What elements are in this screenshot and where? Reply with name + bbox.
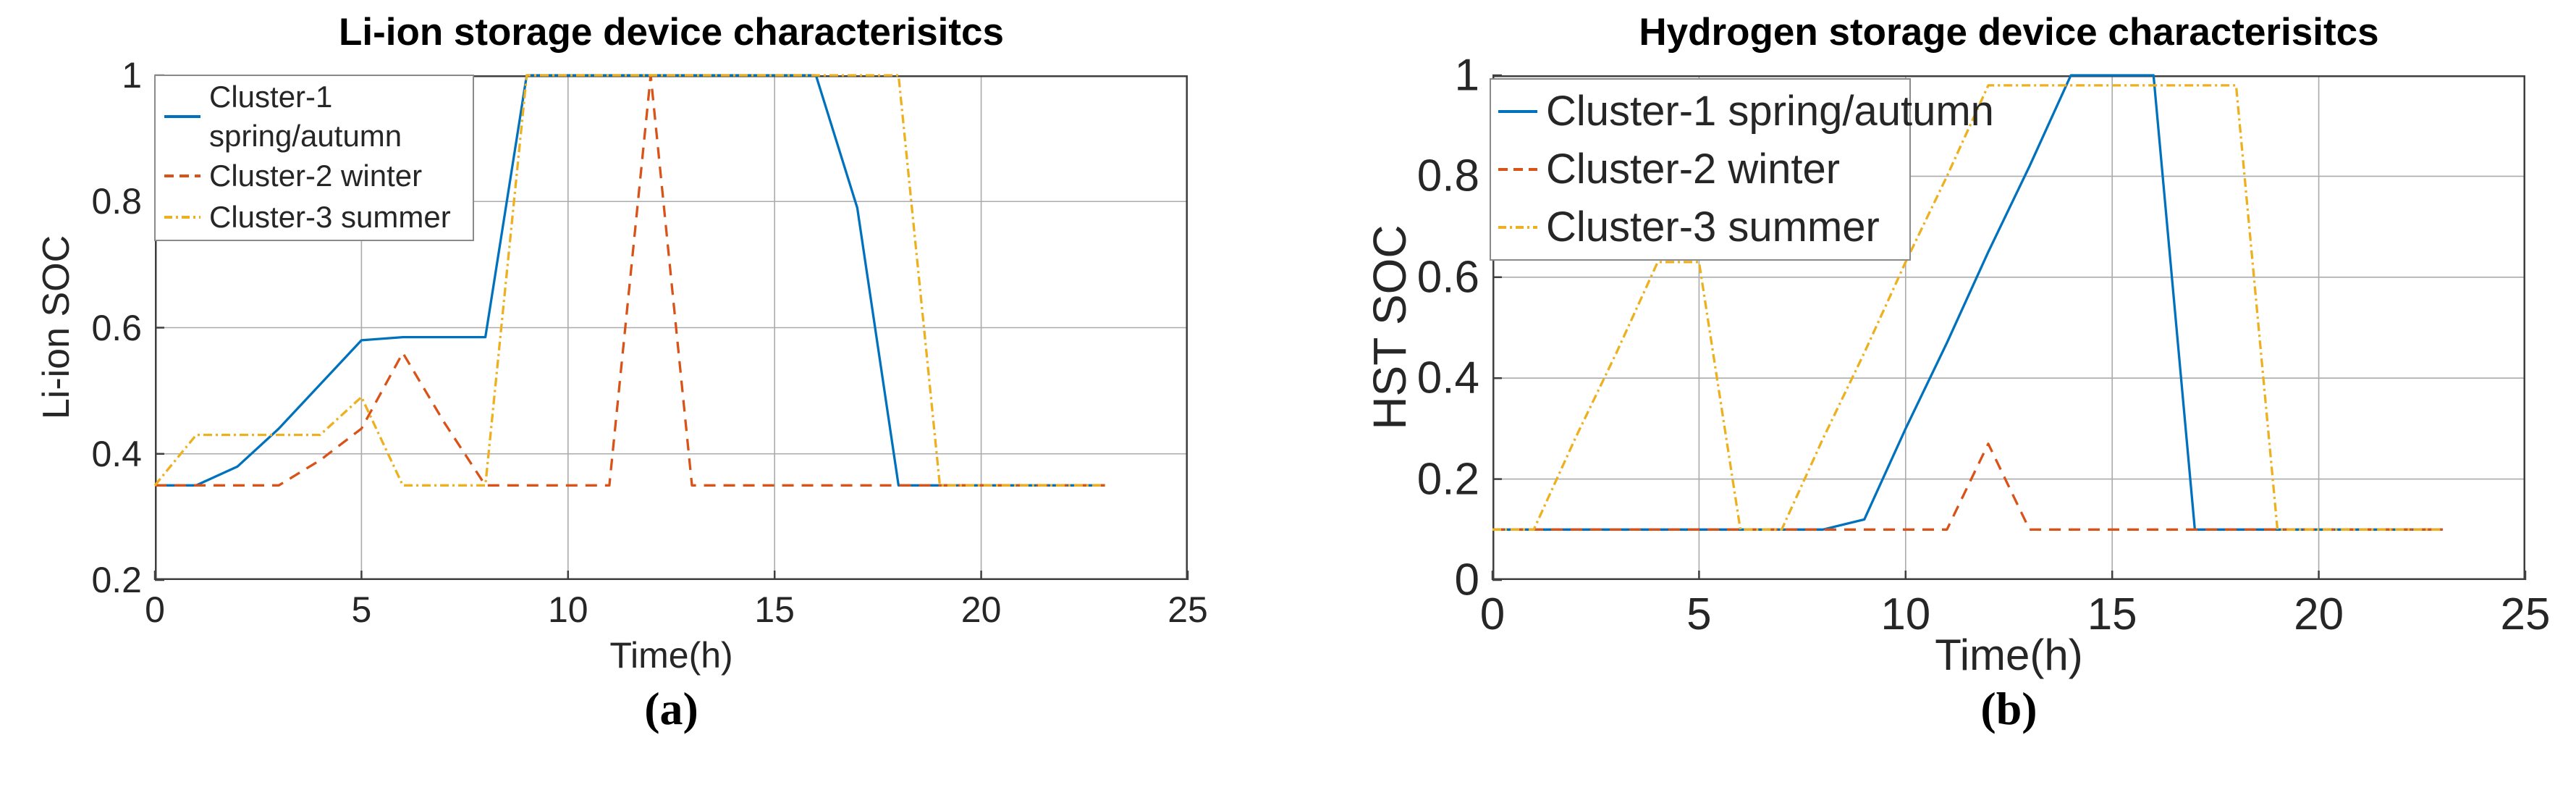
series-line-cluster-3-summer [1492,84,2443,531]
legend-label-cluster1-line2: spring/autumn [209,119,402,153]
x-tick-label-15: 15 [754,589,795,630]
y-tick-label-0.2: 0.2 [1416,454,1479,505]
legend-label-cluster2: Cluster-2 winter [1546,145,1841,193]
y-tick-label-1: 1 [1454,50,1479,101]
y-tick-label-1: 1 [122,55,142,96]
legend-swatch-cluster2-line [164,175,200,178]
subfigure-caption-b: (b) [1980,683,2037,734]
y-tick-label-0.4: 0.4 [1416,353,1479,403]
subfigure-caption-a: (a) [644,683,698,734]
x-tick-label-15: 15 [2087,589,2137,639]
legend-label-cluster3: Cluster-3 summer [209,200,451,235]
y-tick-label-0.2: 0.2 [91,560,142,600]
series-line-cluster-2-winter [1492,442,2443,531]
x-tick-label-0: 0 [1479,589,1506,639]
legend-item-cluster1: Cluster-1 spring/autumn [163,77,473,156]
y-tick-label-0: 0 [1454,555,1479,605]
legend-item-cluster2: Cluster-2 winter [1497,140,1909,198]
legend-swatch-cluster1-line [1498,110,1537,113]
x-tick-label-20: 20 [960,589,1002,630]
legend-swatch-cluster3-line [1498,226,1537,229]
plot-area-li-ion [153,74,1189,581]
legend-swatch-cluster1-line [164,115,200,118]
chart-title-hydrogen: Hydrogen storage device characterisitcs [1639,11,2379,54]
x-tick-label-5: 5 [1686,589,1712,639]
x-tick-label-25: 25 [1167,589,1208,630]
x-tick-label-10: 10 [547,589,588,630]
x-tick-label-0: 0 [145,589,165,630]
x-tick-label-20: 20 [2294,589,2344,639]
x-tick-label-5: 5 [351,589,372,630]
y-tick-label-0.6: 0.6 [91,307,142,348]
legend-item-cluster3: Cluster-3 summer [163,197,473,238]
legend-li-ion: Cluster-1 spring/autumn Cluster-2 winter… [154,75,474,241]
legend-item-cluster1: Cluster-1 spring/autumn [1497,83,1994,140]
chart-title-li-ion: Li-ion storage device characterisitcs [338,11,1005,54]
legend-swatch-cluster3-line [164,216,200,219]
legend-label-cluster2: Cluster-2 winter [209,159,423,193]
x-axis-label-time-a: Time(h) [609,635,733,676]
y-tick-label-0.8: 0.8 [1416,151,1479,201]
y-axis-label-hst-soc: HST SOC [1364,224,1416,430]
x-tick-label-25: 25 [2500,589,2551,639]
y-tick-label-0.6: 0.6 [1416,252,1479,303]
axes-box [1492,75,2525,580]
legend-label-cluster3: Cluster-3 summer [1546,203,1880,251]
legend-swatch-cluster2-line [1498,168,1537,171]
series-line-cluster-2-winter [155,74,1105,487]
legend-label-cluster1: Cluster-1 spring/autumn [1546,87,1994,135]
y-tick-label-0.8: 0.8 [91,181,142,222]
legend-item-cluster3: Cluster-3 summer [1497,198,1909,256]
y-tick-label-0.4: 0.4 [91,433,142,474]
plot-area-hydrogen [1491,74,2527,581]
legend-item-cluster2: Cluster-2 winter [163,156,473,197]
series-line-cluster-3-summer [153,74,1105,487]
legend-label-cluster1-line1: Cluster-1 [209,80,333,114]
y-axis-label-li-ion-soc: Li-ion SOC [35,235,77,420]
legend-hydrogen: Cluster-1 spring/autumn Cluster-2 winter… [1490,78,1994,261]
x-tick-label-10: 10 [1880,589,1931,639]
x-axis-label-time-b: Time(h) [1935,631,2083,679]
